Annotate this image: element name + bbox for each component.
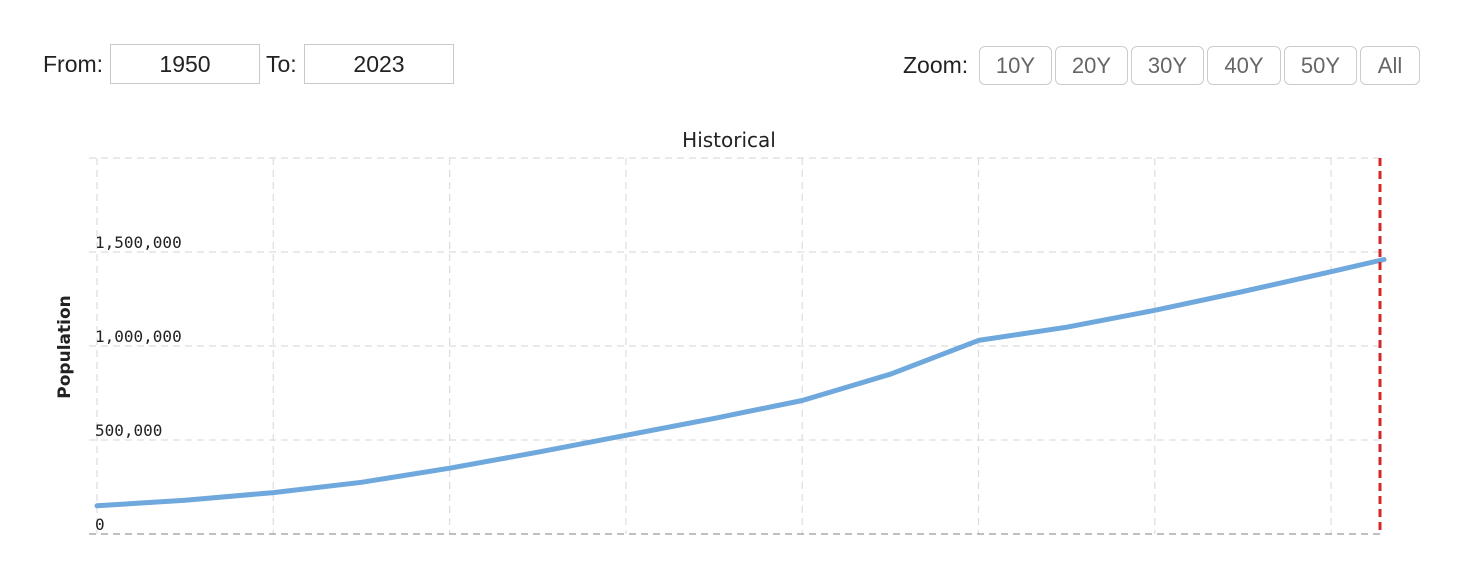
chart-series [94, 158, 1387, 534]
y-tick-label: 1,500,000 [95, 233, 182, 252]
zoom-50y-button[interactable]: 50Y [1284, 46, 1357, 85]
y-tick-label: 500,000 [95, 421, 162, 440]
zoom-10y-button[interactable]: 10Y [979, 46, 1052, 85]
y-tick-label: 1,000,000 [95, 327, 182, 346]
y-tick-label: 0 [95, 515, 105, 534]
population-line [94, 257, 1387, 509]
zoom-20y-button[interactable]: 20Y [1055, 46, 1128, 85]
chart-grid [89, 157, 1384, 535]
to-year-input[interactable] [304, 44, 454, 84]
to-label: To: [266, 51, 297, 77]
zoom-40y-button[interactable]: 40Y [1207, 46, 1281, 85]
from-year-input[interactable] [110, 44, 260, 84]
zoom-all-button[interactable]: All [1360, 46, 1420, 85]
zoom-label: Zoom: [903, 52, 969, 78]
chart-tick-labels: 0 500,000 1,000,000 1,500,000 [95, 233, 182, 534]
from-label: From: [43, 51, 104, 77]
y-axis-title: Population [55, 295, 75, 398]
zoom-30y-button[interactable]: 30Y [1131, 46, 1204, 85]
chart-title: Historical [682, 128, 776, 152]
